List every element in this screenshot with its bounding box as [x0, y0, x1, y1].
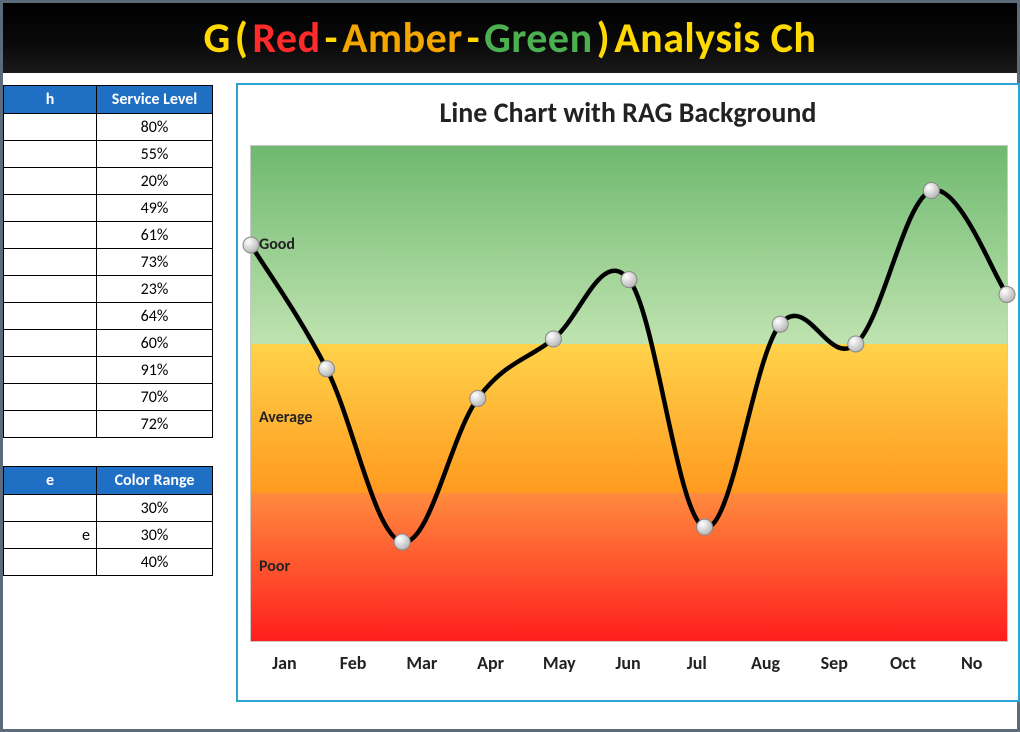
table-cell	[4, 330, 97, 357]
table-row: 70%	[4, 384, 213, 411]
table-cell	[4, 195, 97, 222]
table-cell	[4, 303, 97, 330]
table-cell: e	[4, 522, 97, 549]
table-row: 73%	[4, 249, 213, 276]
table-cell: 49%	[97, 195, 213, 222]
table-row: 61%	[4, 222, 213, 249]
series-marker	[772, 316, 788, 332]
title-bar: G (Red-Amber-Green) Analysis Ch	[3, 3, 1017, 73]
x-tick: Apr	[456, 652, 525, 686]
series-marker	[923, 183, 939, 199]
series-marker	[545, 331, 561, 347]
table-cell	[4, 549, 97, 576]
x-tick: Aug	[731, 652, 800, 686]
table-row: 72%	[4, 411, 213, 438]
series-marker	[621, 272, 637, 288]
title-segment: G	[202, 13, 233, 64]
table-cell	[4, 141, 97, 168]
title-segment: Analysis Ch	[612, 13, 818, 64]
x-tick: Mar	[387, 652, 456, 686]
table-cell: 23%	[97, 276, 213, 303]
title-segment: -	[465, 13, 482, 64]
color-range-tbody: 30%e30%40%	[4, 495, 213, 576]
table-header: h	[4, 86, 97, 114]
series-marker	[243, 237, 259, 253]
table-cell: 61%	[97, 222, 213, 249]
spacer	[3, 438, 218, 466]
table-cell	[4, 249, 97, 276]
table-row: 64%	[4, 303, 213, 330]
series-line	[251, 190, 1007, 542]
table-cell: 70%	[97, 384, 213, 411]
series-svg	[251, 146, 1007, 641]
right-column: Line Chart with RAG Background Poor Avera…	[218, 73, 1020, 729]
table-header: Color Range	[97, 467, 213, 495]
x-tick: Jul	[662, 652, 731, 686]
table-cell: 64%	[97, 303, 213, 330]
band-label: Poor	[259, 557, 290, 576]
table-cell: 91%	[97, 357, 213, 384]
table-row: 91%	[4, 357, 213, 384]
table-cell	[4, 222, 97, 249]
series-marker	[848, 336, 864, 352]
table-cell	[4, 168, 97, 195]
service-level-tbody: 80%55%20%49%61%73%23%64%60%91%70%72%	[4, 114, 213, 438]
table-row: 49%	[4, 195, 213, 222]
table-cell: 30%	[97, 495, 213, 522]
table-cell	[4, 276, 97, 303]
table-row: e30%	[4, 522, 213, 549]
table-cell: 60%	[97, 330, 213, 357]
plot-area: Poor Average Good	[250, 145, 1008, 642]
band-label: Good	[259, 235, 295, 254]
title-segment: )	[595, 13, 613, 64]
series-marker	[999, 287, 1015, 303]
series-marker	[319, 361, 335, 377]
title-segment: (	[233, 13, 251, 64]
title-segment: Red	[250, 13, 322, 64]
table-cell	[4, 114, 97, 141]
band-label: Average	[259, 408, 312, 427]
series-marker	[470, 390, 486, 406]
series-marker	[697, 519, 713, 535]
table-cell: 80%	[97, 114, 213, 141]
x-axis: JanFebMarAprMayJunJulAugSepOctNo	[250, 652, 1006, 686]
service-level-table: h Service Level 80%55%20%49%61%73%23%64%…	[3, 85, 213, 438]
table-row: 80%	[4, 114, 213, 141]
x-tick: Jan	[250, 652, 319, 686]
page: G (Red-Amber-Green) Analysis Ch h Servic…	[0, 0, 1020, 732]
x-tick: Sep	[800, 652, 869, 686]
x-tick: No	[937, 652, 1006, 686]
table-row: 30%	[4, 495, 213, 522]
table-cell: 30%	[97, 522, 213, 549]
table-cell: 72%	[97, 411, 213, 438]
x-tick: Oct	[869, 652, 938, 686]
table-row: 23%	[4, 276, 213, 303]
table-cell: 73%	[97, 249, 213, 276]
title-segment: Green	[482, 13, 595, 64]
table-cell	[4, 357, 97, 384]
table-cell	[4, 495, 97, 522]
table-cell: 40%	[97, 549, 213, 576]
title-segment: Amber	[340, 13, 465, 64]
series-marker	[394, 534, 410, 550]
title-segment: -	[323, 13, 340, 64]
table-row: 60%	[4, 330, 213, 357]
body: h Service Level 80%55%20%49%61%73%23%64%…	[3, 73, 1017, 729]
x-tick: Feb	[319, 652, 388, 686]
x-tick: May	[525, 652, 594, 686]
table-cell	[4, 411, 97, 438]
table-cell: 55%	[97, 141, 213, 168]
table-header: Service Level	[97, 86, 213, 114]
table-row: 40%	[4, 549, 213, 576]
table-row: 20%	[4, 168, 213, 195]
table-row: 55%	[4, 141, 213, 168]
x-tick: Jun	[594, 652, 663, 686]
table-cell	[4, 384, 97, 411]
color-range-table: e Color Range 30%e30%40%	[3, 466, 213, 576]
left-column: h Service Level 80%55%20%49%61%73%23%64%…	[3, 73, 218, 729]
table-cell: 20%	[97, 168, 213, 195]
chart-title: Line Chart with RAG Background	[238, 95, 1018, 130]
chart-card: Line Chart with RAG Background Poor Avera…	[236, 83, 1020, 702]
table-header: e	[4, 467, 97, 495]
